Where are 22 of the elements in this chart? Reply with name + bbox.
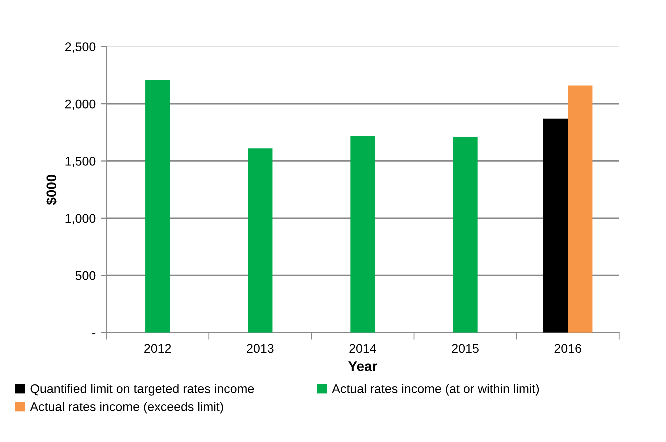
x-tick-label: 2015 (452, 344, 479, 354)
legend-label: Actual rates income (exceeds limit) (30, 402, 224, 414)
y-tick-label: - (92, 334, 96, 335)
x-tick-label: 2013 (247, 344, 274, 354)
x-axis-title: Year (348, 362, 378, 372)
bar (568, 86, 593, 333)
bar (543, 118, 568, 333)
x-tick-label: 2014 (350, 344, 377, 354)
y-tick-label: 1,000 (66, 214, 96, 225)
x-tick-label: 2012 (144, 344, 172, 354)
y-tick-label: 1,500 (66, 157, 96, 168)
legend-label: Quantified limit on targeted rates income (30, 384, 254, 396)
bar (248, 148, 273, 333)
bar (146, 80, 170, 333)
y-axis-title: $000 (46, 174, 58, 206)
y-tick-label: 2,500 (65, 42, 96, 53)
legend-label: Actual rates income (at or within limit) (332, 384, 540, 396)
bar (453, 137, 478, 333)
y-tick-label: 500 (76, 271, 96, 280)
x-tick-label: 2016 (554, 344, 582, 354)
bar (350, 136, 376, 333)
y-tick-label: 2,000 (65, 100, 96, 110)
